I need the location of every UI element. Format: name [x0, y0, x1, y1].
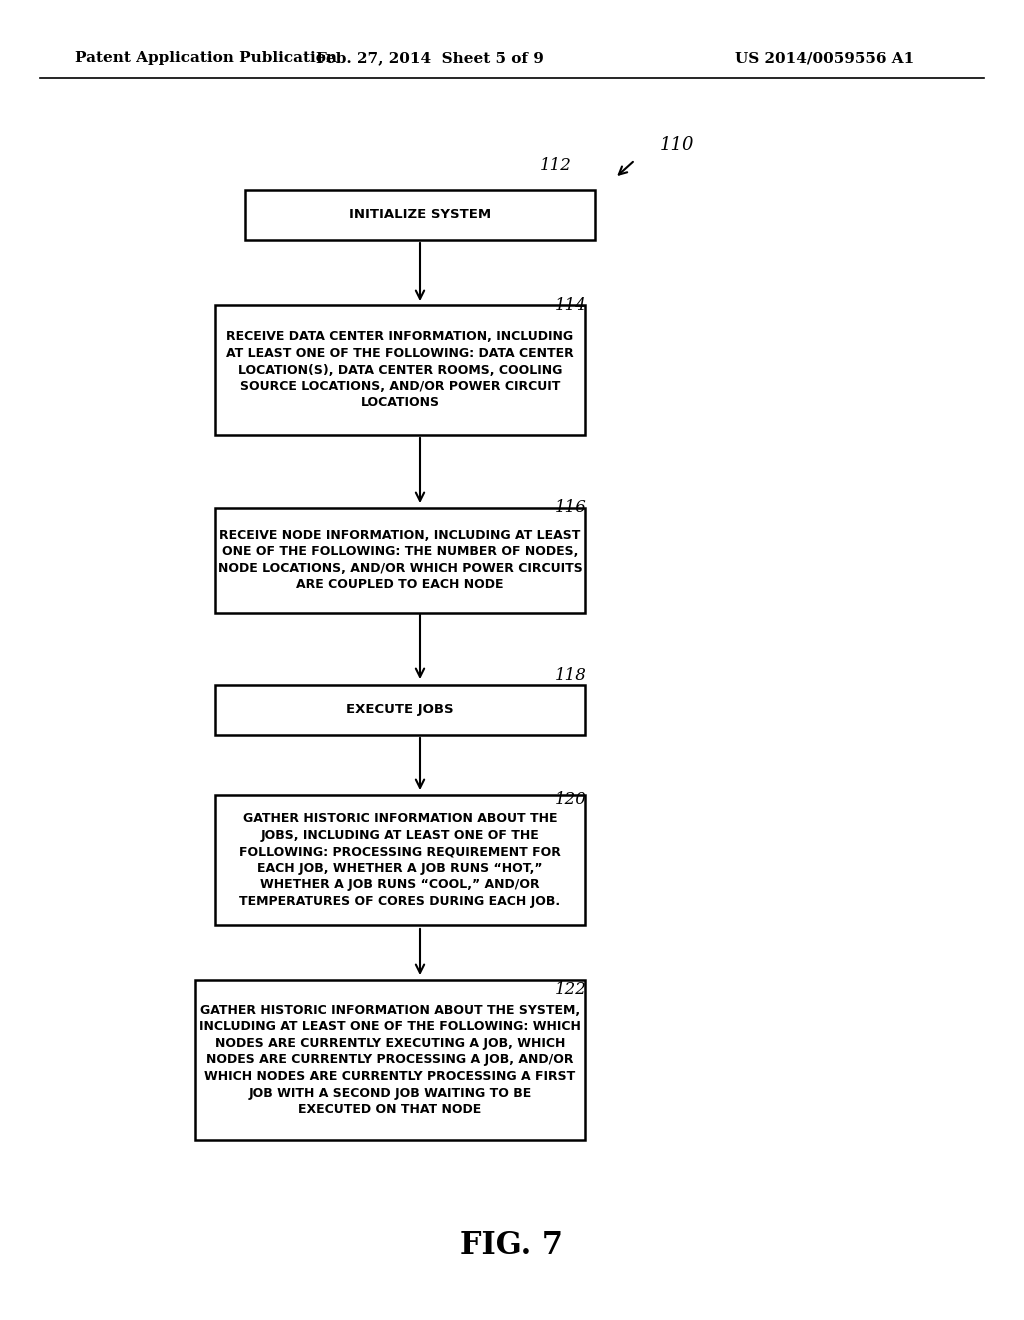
Text: 120: 120	[555, 792, 587, 808]
Text: Patent Application Publication: Patent Application Publication	[75, 51, 337, 65]
Text: 112: 112	[540, 157, 571, 173]
Text: RECEIVE DATA CENTER INFORMATION, INCLUDING
AT LEAST ONE OF THE FOLLOWING: DATA C: RECEIVE DATA CENTER INFORMATION, INCLUDI…	[226, 330, 573, 409]
Bar	[215, 685, 585, 735]
Text: 114: 114	[555, 297, 587, 314]
Text: 118: 118	[555, 667, 587, 684]
Text: INITIALIZE SYSTEM: INITIALIZE SYSTEM	[349, 209, 492, 222]
Text: 122: 122	[555, 982, 587, 998]
Text: Feb. 27, 2014  Sheet 5 of 9: Feb. 27, 2014 Sheet 5 of 9	[316, 51, 544, 65]
Text: RECEIVE NODE INFORMATION, INCLUDING AT LEAST
ONE OF THE FOLLOWING: THE NUMBER OF: RECEIVE NODE INFORMATION, INCLUDING AT L…	[218, 529, 583, 591]
Text: FIG. 7: FIG. 7	[461, 1229, 563, 1261]
Text: EXECUTE JOBS: EXECUTE JOBS	[346, 704, 454, 717]
Bar	[215, 305, 585, 436]
Text: GATHER HISTORIC INFORMATION ABOUT THE SYSTEM,
INCLUDING AT LEAST ONE OF THE FOLL: GATHER HISTORIC INFORMATION ABOUT THE SY…	[199, 1005, 581, 1115]
Text: 110: 110	[660, 136, 694, 154]
Text: US 2014/0059556 A1: US 2014/0059556 A1	[735, 51, 914, 65]
Text: GATHER HISTORIC INFORMATION ABOUT THE
JOBS, INCLUDING AT LEAST ONE OF THE
FOLLOW: GATHER HISTORIC INFORMATION ABOUT THE JO…	[239, 812, 561, 908]
Bar	[215, 507, 585, 612]
Text: 116: 116	[555, 499, 587, 516]
Bar	[195, 979, 585, 1140]
Bar	[215, 795, 585, 925]
Bar	[245, 190, 595, 240]
